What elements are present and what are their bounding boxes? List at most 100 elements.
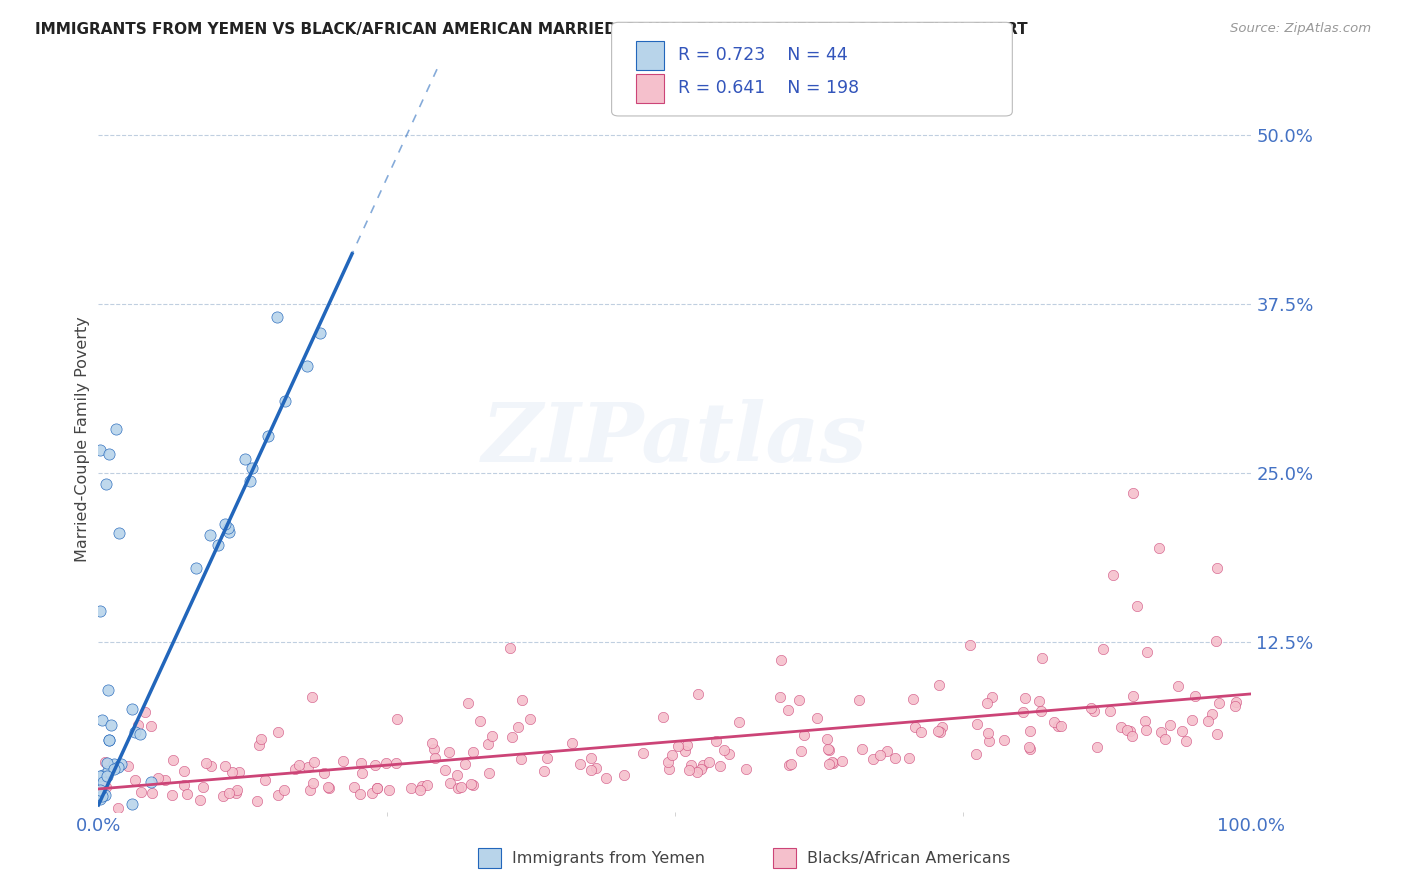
Point [481, 729, 503, 743]
Point [233, 452, 256, 467]
Point [298, 783, 321, 797]
Point [928, 677, 950, 691]
Point [697, 756, 720, 770]
Point [416, 778, 439, 792]
Point [302, 776, 325, 790]
Point [1197, 714, 1219, 728]
Point [162, 753, 184, 767]
Point [91, 789, 114, 803]
Point [585, 761, 607, 775]
Point [1223, 699, 1246, 714]
Point [1047, 719, 1070, 733]
Point [295, 359, 318, 374]
Point [1125, 599, 1147, 613]
Point [274, 393, 297, 408]
Point [1080, 700, 1102, 714]
Point [815, 732, 838, 747]
Point [343, 780, 366, 794]
Point [385, 712, 408, 726]
Point [1181, 713, 1204, 727]
Point [124, 773, 146, 788]
Point [363, 757, 385, 772]
Point [533, 764, 555, 779]
Point [686, 688, 709, 702]
Point [129, 785, 152, 799]
Point [1205, 633, 1227, 648]
Point [678, 764, 700, 778]
Point [1031, 651, 1053, 665]
Point [198, 528, 221, 542]
Point [366, 781, 388, 796]
Point [352, 766, 374, 780]
Point [862, 752, 884, 766]
Point [1208, 696, 1230, 710]
Point [89, 442, 111, 457]
Point [332, 754, 354, 768]
Point [361, 786, 384, 800]
Text: ZIPatlas: ZIPatlas [482, 400, 868, 479]
Point [191, 780, 214, 794]
Point [581, 751, 603, 765]
Point [1174, 734, 1197, 748]
Point [121, 797, 143, 812]
Point [247, 738, 270, 752]
Point [129, 727, 152, 741]
Point [221, 764, 243, 779]
Point [98, 733, 121, 747]
Point [108, 526, 131, 541]
Point [96, 780, 118, 794]
Point [993, 732, 1015, 747]
Point [267, 788, 290, 802]
Point [190, 792, 212, 806]
Point [217, 520, 239, 534]
Point [127, 718, 149, 732]
Point [848, 693, 870, 707]
Point [377, 783, 399, 797]
Point [309, 326, 332, 340]
Point [817, 756, 839, 771]
Point [928, 724, 950, 739]
Point [884, 751, 907, 765]
Point [141, 775, 163, 789]
Point [561, 735, 583, 749]
Point [1116, 723, 1139, 737]
Point [681, 758, 703, 772]
Point [673, 744, 696, 758]
Point [447, 780, 470, 795]
Point [806, 711, 828, 725]
Point [903, 692, 925, 706]
Point [460, 777, 482, 791]
Point [239, 474, 262, 488]
Point [454, 757, 477, 772]
Point [1133, 714, 1156, 728]
Point [1201, 707, 1223, 722]
Point [463, 745, 485, 759]
Point [254, 773, 277, 788]
Point [91, 774, 114, 789]
Point [98, 447, 121, 461]
Point [512, 693, 534, 707]
Point [613, 768, 636, 782]
Point [457, 696, 479, 710]
Point [821, 755, 844, 769]
Point [90, 714, 112, 728]
Point [981, 690, 1004, 704]
Point [1019, 742, 1042, 756]
Point [284, 762, 307, 776]
Point [1029, 704, 1052, 718]
Point [257, 429, 280, 443]
Point [103, 763, 125, 777]
Point [124, 725, 146, 739]
Point [927, 724, 949, 739]
Point [97, 733, 120, 747]
Point [450, 780, 472, 794]
Point [273, 783, 295, 797]
Point [350, 756, 373, 770]
Point [288, 757, 311, 772]
Point [1150, 724, 1173, 739]
Point [318, 780, 340, 795]
Point [411, 780, 433, 794]
Point [146, 771, 169, 785]
Point [1092, 641, 1115, 656]
Point [468, 714, 491, 729]
